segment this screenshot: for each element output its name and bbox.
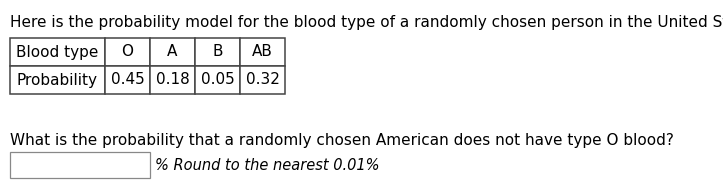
- Bar: [195, 38, 240, 66]
- Bar: [105, 38, 150, 66]
- Bar: [195, 66, 240, 94]
- Bar: [105, 66, 150, 94]
- Bar: [10, 38, 105, 66]
- Text: Probability: Probability: [17, 73, 98, 87]
- Text: 0.05: 0.05: [200, 73, 234, 87]
- Text: What is the probability that a randomly chosen American does not have type O blo: What is the probability that a randomly …: [10, 133, 674, 148]
- Bar: [150, 66, 195, 94]
- Text: B: B: [213, 44, 223, 60]
- Text: Here is the probability model for the blood type of a randomly chosen person in : Here is the probability model for the bl…: [10, 16, 723, 30]
- Text: % Round to the nearest 0.01%: % Round to the nearest 0.01%: [155, 158, 380, 172]
- Text: 0.32: 0.32: [246, 73, 279, 87]
- Text: Blood type: Blood type: [17, 44, 98, 60]
- Bar: [10, 152, 150, 178]
- Bar: [10, 66, 105, 94]
- Bar: [240, 38, 285, 66]
- Text: AB: AB: [252, 44, 273, 60]
- Bar: [240, 66, 285, 94]
- Text: A: A: [167, 44, 178, 60]
- Text: 0.45: 0.45: [111, 73, 145, 87]
- Text: 0.18: 0.18: [155, 73, 189, 87]
- Bar: [150, 38, 195, 66]
- Text: O: O: [121, 44, 134, 60]
